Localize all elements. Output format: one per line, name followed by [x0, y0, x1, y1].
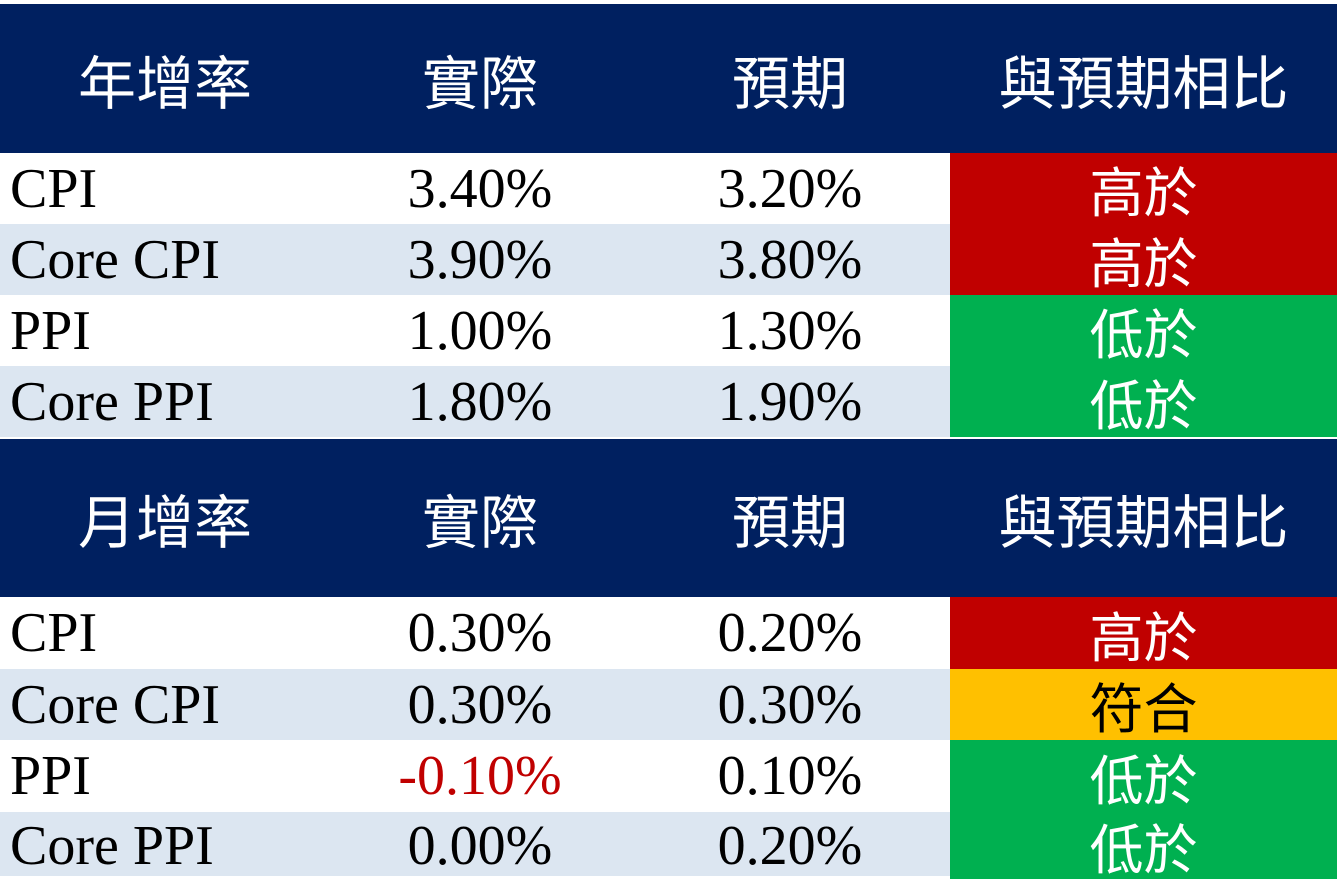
expected-value: 1.90% — [630, 366, 950, 437]
expected-value: 3.80% — [630, 224, 950, 295]
status-badge: 符合 — [950, 669, 1337, 740]
table-row: CPI 3.40% 3.20% 高於 — [0, 153, 1337, 224]
row-label: Core CPI — [0, 224, 330, 295]
row-label: CPI — [10, 157, 98, 220]
expected-value: 3.20% — [717, 157, 863, 220]
expected-value: 0.10% — [717, 745, 863, 807]
status-badge: 低於 — [950, 740, 1337, 812]
table-row: Core PPI 1.80% 1.90% 低於 — [0, 366, 1337, 437]
row-label: Core CPI — [0, 669, 330, 740]
mom-header-row: 月增率 實際 預期 與預期相比 — [0, 439, 1337, 597]
table-row: PPI 1.00% 1.30% 低於 — [0, 295, 1337, 366]
expected-value: 0.20% — [630, 812, 950, 879]
table-row: Core CPI 3.90% 3.80% 高於 — [0, 224, 1337, 295]
mom-table: 月增率 實際 預期 與預期相比 CPI 0.30% 0.20% 高於 Core … — [0, 439, 1337, 879]
top-margin — [0, 0, 1337, 4]
status-badge: 高於 — [950, 597, 1337, 669]
status-badge: 高於 — [950, 224, 1337, 295]
status-badge: 低於 — [950, 366, 1337, 437]
column-header-actual: 實際 — [421, 51, 538, 117]
row-label: PPI — [10, 299, 91, 362]
yoy-table: 年增率 實際 預期 與預期相比 CPI 3.40% 3.20% 高於 Core … — [0, 4, 1337, 437]
actual-value: 1.00% — [407, 299, 553, 362]
status-badge: 低於 — [950, 812, 1337, 879]
column-header-metric: 年增率 — [77, 51, 252, 117]
column-header-expected: 預期 — [731, 51, 848, 117]
table-separator — [0, 437, 1337, 439]
row-label: Core PPI — [0, 812, 330, 879]
column-header-compare: 與預期相比 — [998, 491, 1289, 556]
actual-value: 3.90% — [330, 224, 630, 295]
column-header-compare: 與預期相比 — [998, 51, 1289, 117]
actual-value: 0.30% — [330, 669, 630, 740]
expected-value: 1.30% — [717, 299, 863, 362]
row-label: Core PPI — [0, 366, 330, 437]
actual-value: 0.30% — [407, 602, 553, 664]
table-row: Core CPI 0.30% 0.30% 符合 — [0, 669, 1337, 740]
actual-value: -0.10% — [398, 745, 562, 807]
table-row: CPI 0.30% 0.20% 高於 — [0, 597, 1337, 669]
column-header-metric: 月增率 — [77, 491, 252, 556]
row-label: PPI — [10, 745, 91, 807]
actual-value: 1.80% — [330, 366, 630, 437]
status-badge: 低於 — [950, 295, 1337, 366]
yoy-header-row: 年增率 實際 預期 與預期相比 — [0, 4, 1337, 153]
actual-value: 0.00% — [330, 812, 630, 879]
expected-value: 0.30% — [630, 669, 950, 740]
expected-value: 0.20% — [717, 602, 863, 664]
status-badge: 高於 — [950, 153, 1337, 224]
column-header-actual: 實際 — [421, 491, 538, 556]
actual-value: 3.40% — [407, 157, 553, 220]
table-row: PPI -0.10% 0.10% 低於 — [0, 740, 1337, 812]
table-row: Core PPI 0.00% 0.20% 低於 — [0, 812, 1337, 879]
column-header-expected: 預期 — [731, 491, 848, 556]
row-label: CPI — [10, 602, 98, 664]
